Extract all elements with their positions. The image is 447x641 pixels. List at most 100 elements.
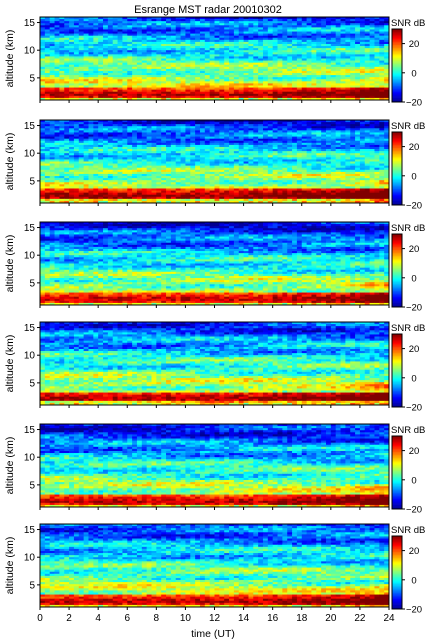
heatmap-cell: [248, 21, 254, 24]
heatmap-cell: [369, 60, 375, 64]
heatmap-cell: [170, 56, 177, 59]
heatmap-cell: [93, 21, 99, 24]
heatmap-cell: [204, 93, 211, 97]
heatmap-cell: [345, 91, 351, 95]
heatmap-cell: [136, 85, 143, 88]
heatmap-cell: [296, 37, 303, 41]
heatmap-cell: [364, 79, 371, 82]
heatmap-cell: [107, 31, 114, 35]
heatmap-cell: [166, 68, 172, 72]
heatmap-cell: [277, 25, 283, 28]
heatmap-cell: [379, 25, 385, 28]
heatmap-cell: [311, 54, 317, 57]
heatmap-cell: [311, 87, 317, 91]
heatmap-cell: [292, 39, 298, 43]
heatmap-cell: [88, 87, 94, 91]
heatmap-cell: [146, 48, 152, 51]
heatmap-cell: [136, 91, 143, 95]
heatmap-cell: [98, 33, 104, 37]
heatmap-cell: [185, 23, 191, 26]
heatmap-cell: [151, 75, 157, 78]
heatmap-cell: [292, 33, 298, 37]
heatmap-cell: [325, 35, 332, 39]
heatmap-cell: [98, 75, 104, 78]
heatmap-cell: [185, 75, 191, 78]
heatmap-cell: [190, 89, 196, 93]
heatmap-cell: [340, 70, 346, 74]
heatmap-cell: [364, 41, 371, 45]
heatmap-cell: [369, 91, 375, 95]
heatmap-cell: [59, 83, 65, 86]
heatmap-cell: [69, 75, 75, 78]
heatmap-cell: [93, 79, 99, 82]
heatmap-cell: [185, 41, 191, 45]
heatmap-cell: [161, 79, 167, 82]
heatmap-cell: [146, 50, 152, 53]
heatmap-cell: [243, 58, 249, 61]
heatmap-cell: [156, 29, 162, 32]
heatmap-cell: [132, 41, 138, 45]
heatmap-cell: [141, 70, 148, 74]
heatmap-cell: [384, 19, 390, 22]
heatmap-cell: [238, 19, 244, 22]
heatmap-cell: [122, 19, 128, 22]
heatmap-cell: [54, 39, 60, 43]
heatmap-cell: [248, 66, 254, 70]
heatmap-cell: [170, 70, 177, 74]
heatmap-cell: [209, 21, 215, 24]
heatmap-cell: [364, 91, 371, 95]
heatmap-cell: [209, 85, 215, 88]
heatmap-cell: [78, 77, 85, 80]
heatmap-cell: [316, 46, 322, 49]
heatmap-cell: [316, 23, 322, 26]
heatmap-cell: [64, 62, 70, 66]
heatmap-cell: [258, 62, 264, 66]
heatmap-cell: [49, 83, 55, 86]
heatmap-cell: [335, 64, 341, 68]
heatmap-cell: [195, 58, 201, 61]
heatmap-cell: [141, 68, 148, 72]
heatmap-cell: [59, 27, 65, 30]
heatmap-cell: [64, 19, 70, 22]
heatmap-cell: [93, 25, 99, 28]
heatmap-cell: [374, 66, 380, 70]
heatmap-cell: [306, 54, 312, 57]
heatmap-cell: [253, 75, 259, 78]
heatmap-cell: [59, 91, 65, 95]
heatmap-cell: [166, 70, 172, 74]
heatmap-cell: [359, 33, 366, 37]
heatmap-cell: [325, 81, 332, 84]
heatmap-cell: [98, 52, 104, 55]
heatmap-cell: [233, 43, 240, 47]
heatmap-cell: [258, 66, 264, 70]
heatmap-cell: [248, 23, 254, 26]
heatmap-cell: [340, 33, 346, 37]
heatmap-cell: [54, 46, 60, 49]
heatmap-cell: [146, 56, 152, 59]
heatmap-cell: [248, 19, 254, 22]
heatmap-cell: [132, 43, 138, 47]
heatmap-cell: [146, 29, 152, 32]
heatmap-cell: [83, 93, 89, 97]
heatmap-cell: [209, 33, 215, 37]
heatmap-cell: [136, 66, 143, 70]
heatmap-cell: [40, 41, 46, 45]
heatmap-cell: [170, 25, 177, 28]
heatmap-cell: [233, 58, 240, 61]
heatmap-cell: [229, 41, 235, 45]
heatmap-cell: [379, 33, 385, 37]
heatmap-cell: [73, 41, 80, 45]
heatmap-cell: [93, 85, 99, 88]
heatmap-cell: [369, 41, 375, 45]
heatmap-cell: [146, 89, 152, 93]
heatmap-cell: [321, 93, 327, 97]
heatmap-cell: [267, 19, 274, 22]
heatmap-cell: [44, 21, 51, 24]
heatmap-cell: [161, 89, 167, 93]
heatmap-cell: [180, 85, 186, 88]
heatmap-cell: [73, 83, 80, 86]
heatmap-cell: [330, 27, 337, 30]
heatmap-cell: [44, 50, 51, 53]
heatmap-cell: [296, 31, 303, 35]
heatmap-cell: [325, 87, 332, 91]
